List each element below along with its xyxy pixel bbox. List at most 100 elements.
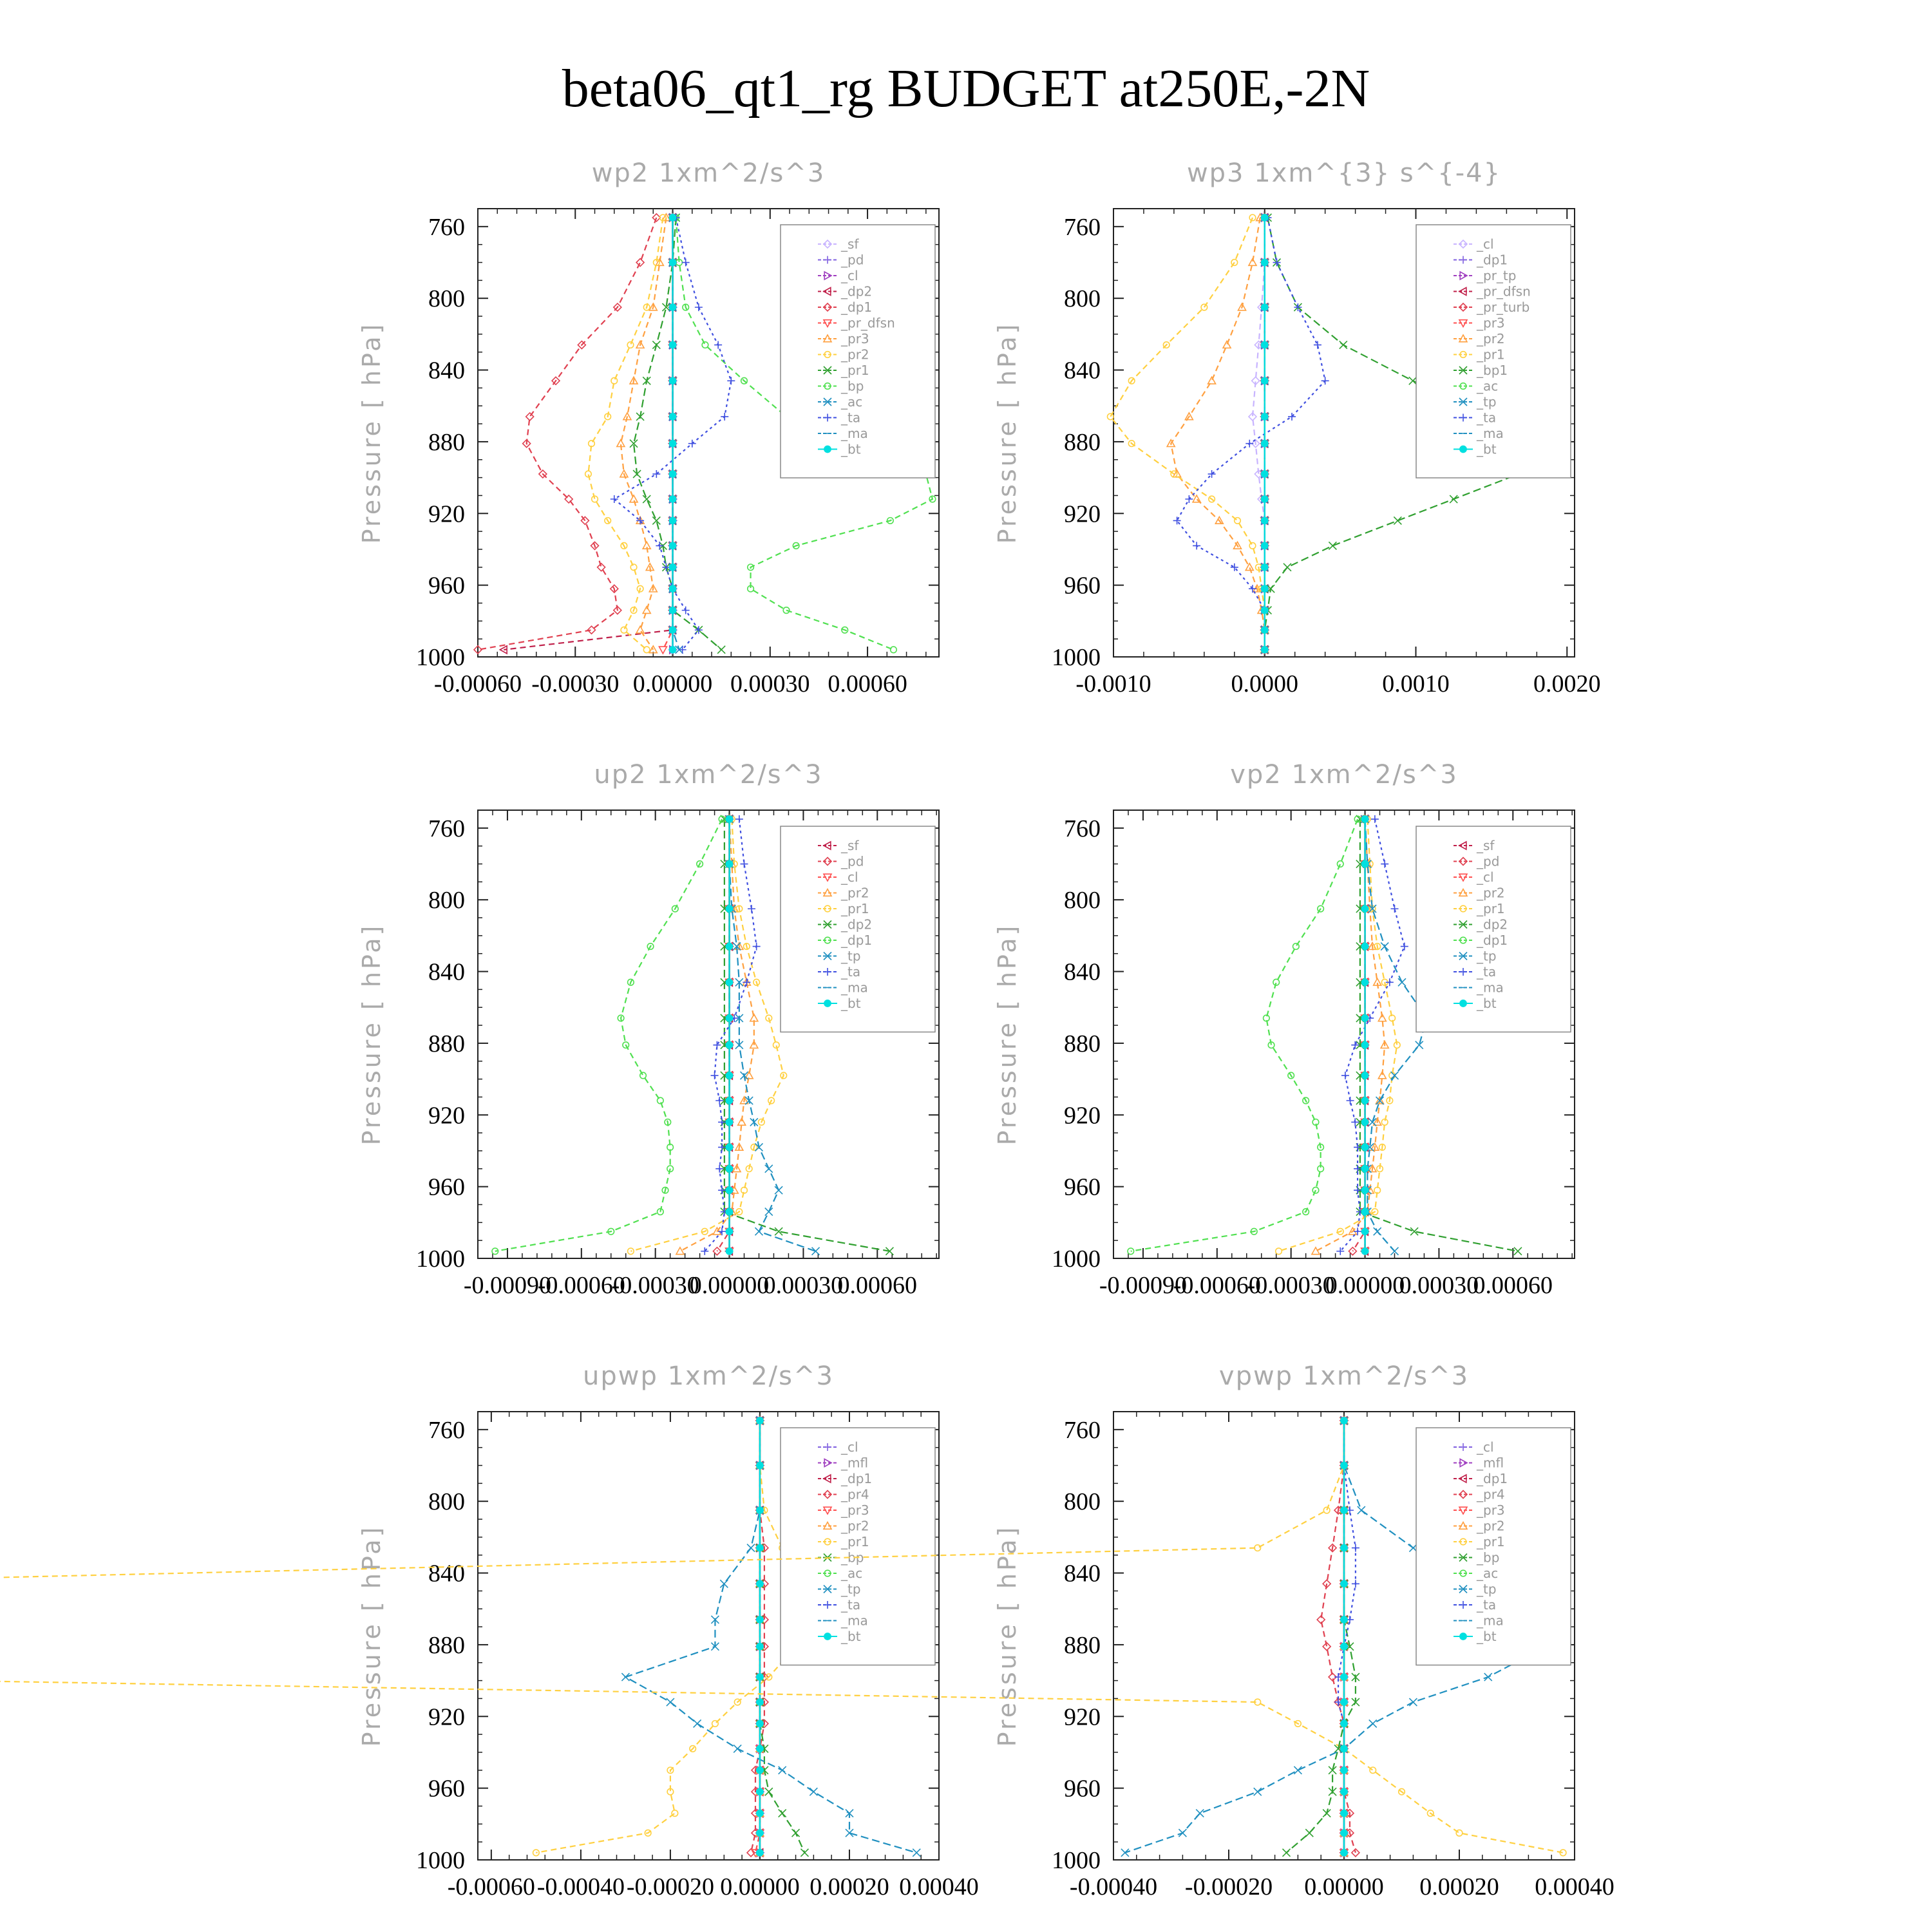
legend-marker: [1459, 951, 1468, 961]
data-point: [1311, 1246, 1321, 1255]
legend-label: _tp: [840, 949, 861, 964]
legend-marker: [1458, 302, 1468, 312]
data-point: [1260, 413, 1269, 421]
x-tick-label: -0.00060: [448, 1873, 535, 1900]
legend-label: _ta: [840, 1597, 860, 1613]
data-point: [1340, 1417, 1348, 1425]
y-axis-label: Pressure [ hPa]: [993, 322, 1021, 544]
data-point: [841, 626, 849, 634]
legend-label: _bt: [1476, 442, 1497, 457]
panel-title: upwp 1xm^2/s^3: [583, 1361, 834, 1391]
plot-frame: [477, 810, 940, 1259]
series-line: [723, 819, 890, 1252]
data-point: [604, 516, 612, 525]
legend-label: _mfl: [1476, 1455, 1504, 1471]
legend-item: _bt: [1454, 1629, 1497, 1644]
data-point: [629, 494, 639, 503]
data-point: [522, 439, 531, 448]
data-point: [1340, 1506, 1348, 1515]
data-point: [1375, 1096, 1385, 1105]
legend-item: _pr1: [1454, 901, 1505, 916]
data-point: [616, 439, 626, 448]
data-point: [735, 1041, 744, 1050]
legend-label: _ma: [840, 426, 868, 441]
y-tick-label: 840: [1064, 357, 1101, 384]
data-point: [1173, 516, 1181, 525]
data-point: [1340, 1809, 1348, 1817]
series-line: [728, 819, 816, 1252]
legend-marker: [824, 1443, 831, 1451]
data-point: [1328, 541, 1337, 550]
data-point: [1250, 1227, 1258, 1235]
legend-item: _pr_tp: [1454, 268, 1516, 283]
data-point: [609, 584, 619, 594]
y-tick-label: 800: [428, 285, 465, 312]
data-point: [1397, 1788, 1406, 1795]
legend-label: _mfl: [840, 1455, 868, 1471]
data-point: [619, 469, 629, 478]
series-pr2: [584, 214, 667, 654]
legend-label: _tp: [840, 1582, 861, 1597]
data-point: [629, 375, 639, 384]
legend-label: _bt: [1476, 1629, 1497, 1644]
data-point: [590, 541, 600, 551]
data-point: [1200, 303, 1208, 311]
data-point: [725, 1041, 734, 1049]
data-point: [845, 1828, 854, 1837]
data-point: [1351, 1544, 1359, 1552]
x-tick-label: -0.00090: [1099, 1272, 1187, 1299]
legend-label: _pr2: [840, 1519, 869, 1534]
legend-label: _bp1: [1476, 363, 1508, 378]
data-point: [681, 606, 690, 614]
legend-item: _pr1: [818, 901, 869, 916]
data-point: [744, 1096, 753, 1105]
series-group: [532, 1416, 921, 1858]
data-point: [725, 1208, 734, 1216]
data-point: [1361, 1227, 1369, 1236]
data-point: [746, 1544, 755, 1553]
data-point: [739, 1095, 749, 1104]
data-point: [756, 1809, 764, 1817]
series-bt: [756, 1417, 764, 1857]
series-bt: [725, 815, 734, 1255]
data-point: [1340, 1788, 1348, 1796]
legend-marker: [1459, 1443, 1467, 1451]
legend-marker: [824, 1538, 831, 1546]
x-tick-label: 0.00000: [720, 1873, 800, 1900]
legend-label: _tp: [1476, 1582, 1497, 1597]
chart-panel-1: wp2 1xm^2/s^3 Pressure [ hPa] 760 800 840 880…: [357, 158, 940, 697]
data-point: [1266, 584, 1275, 593]
legend-marker: [824, 413, 831, 422]
data-point: [652, 470, 661, 478]
data-point: [643, 646, 650, 654]
data-point: [714, 341, 723, 349]
data-point: [1361, 1072, 1369, 1079]
legend-label: _sf: [1476, 838, 1495, 853]
data-point: [1361, 815, 1369, 823]
data-point: [532, 1849, 540, 1857]
data-point: [710, 1615, 719, 1624]
data-point: [607, 1227, 615, 1235]
series-line: [536, 1420, 815, 1853]
legend-box: [1416, 1427, 1571, 1666]
legend-item: _pr2: [818, 347, 869, 363]
data-point: [765, 1673, 773, 1681]
x-tick-label: -0.00040: [1070, 1873, 1157, 1900]
legend-item: _ac: [818, 394, 862, 410]
data-point: [1380, 942, 1389, 951]
legend-marker: [824, 905, 831, 913]
data-point: [1415, 1041, 1424, 1050]
y-tick-label: 800: [428, 887, 465, 914]
data-point: [1248, 585, 1256, 593]
legend-label: _ac: [840, 394, 862, 410]
data-point: [1260, 303, 1269, 312]
legend-item: _pr3: [818, 331, 869, 346]
legend-label: _dp1: [840, 299, 872, 315]
data-point: [791, 1828, 800, 1837]
data-point: [667, 1788, 674, 1795]
data-point: [1322, 1642, 1332, 1651]
x-tick-label: 0.00030: [764, 1272, 844, 1299]
data-point: [750, 1117, 759, 1126]
legend-item: _ma: [818, 980, 868, 996]
legend-item: _pr3: [1454, 1502, 1505, 1518]
